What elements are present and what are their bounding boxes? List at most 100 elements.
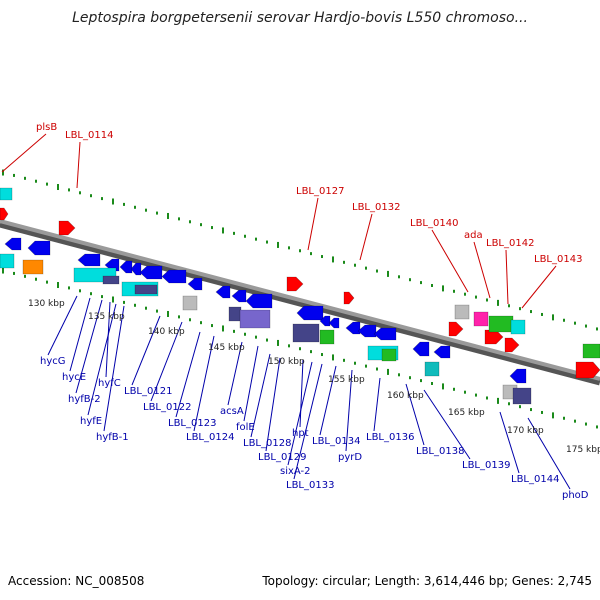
label-leader (75, 299, 103, 394)
gene-label-bottom: hyfB-1 (96, 432, 129, 443)
outer-ring-tick (552, 314, 554, 321)
gene-blue (296, 305, 324, 321)
inner-ring-tick (2, 267, 4, 274)
gene-blue (130, 262, 142, 276)
inner-ring-tick (365, 364, 367, 368)
label-leader (431, 229, 469, 293)
ruler-label: 155 kbp (328, 375, 365, 385)
gene-cyan (0, 187, 13, 201)
outer-ring-tick (332, 256, 334, 263)
outer-ring-tick (530, 310, 532, 314)
gene-cyan (0, 253, 15, 269)
outer-ring-tick (57, 184, 59, 191)
gene-blue (27, 240, 51, 256)
inner-ring-tick (101, 295, 103, 299)
outer-ring-tick (574, 321, 576, 325)
gene-blue (412, 341, 430, 357)
gene-label-bottom: acsA (220, 406, 244, 417)
gene-label-top: ada (464, 230, 483, 241)
gene-label-top: LBL_0143 (534, 254, 582, 265)
gene-purple (102, 275, 120, 285)
inner-ring-tick (442, 383, 444, 390)
gene-features (0, 187, 600, 405)
inner-ring-tick (134, 303, 136, 307)
gene-label-bottom: phoD (562, 490, 589, 501)
gene-red (286, 276, 304, 292)
gene-purple (228, 306, 242, 322)
gene-label-bottom: hyfC (98, 378, 121, 389)
label-leader (373, 377, 381, 432)
inner-ring-tick (288, 344, 290, 348)
outer-ring-tick (24, 176, 26, 180)
inner-ring-tick (35, 277, 37, 281)
inner-ring-tick (585, 422, 587, 426)
inner-ring-tick (145, 306, 147, 310)
label-leader (76, 141, 81, 189)
inner-ring-tick (376, 367, 378, 371)
outer-ring-tick (431, 283, 433, 287)
gene-blue (77, 253, 101, 267)
ruler-label: 145 kbp (208, 343, 245, 353)
label-leader (47, 295, 78, 356)
inner-ring-tick (255, 335, 257, 339)
outer-ring-tick (13, 173, 15, 177)
gene-blue (509, 368, 527, 384)
gene-red (575, 361, 600, 379)
label-leader (69, 297, 91, 372)
outer-ring-tick (541, 312, 543, 316)
ruler-label: 150 kbp (268, 357, 305, 367)
outer-ring-tick (486, 298, 488, 302)
outer-ring-tick (398, 275, 400, 279)
outer-ring-tick (46, 182, 48, 186)
label-leader (527, 417, 571, 490)
label-leader (193, 335, 215, 432)
outer-ring-tick (277, 241, 279, 248)
gene-green (319, 329, 335, 345)
label-leader (473, 241, 491, 299)
outer-ring-tick (321, 255, 323, 259)
inner-ring-tick (497, 397, 499, 404)
gene-label-bottom: hyfB-2 (68, 394, 101, 405)
outer-ring-tick (134, 205, 136, 209)
label-leader (175, 331, 201, 418)
inner-ring-tick (464, 390, 466, 394)
gene-purple (512, 387, 532, 405)
outer-tick-ring (2, 169, 598, 331)
inner-ring-tick (453, 387, 455, 391)
gene-red (58, 220, 76, 236)
label-leader (87, 303, 117, 416)
inner-ring-tick (233, 329, 235, 333)
gene-blue (161, 269, 187, 284)
inner-ring-tick (123, 300, 125, 304)
outer-ring-tick (244, 234, 246, 238)
outer-ring-tick (354, 263, 356, 267)
gene-label-bottom: LBL_0133 (286, 480, 334, 491)
gene-blue (119, 260, 133, 274)
topology-text: Topology: circular; Length: 3,614,446 bp… (262, 574, 592, 588)
gene-label-top: LBL_0127 (296, 186, 344, 197)
label-leader (150, 321, 183, 402)
label-leader (345, 369, 353, 452)
gene-label-top: LBL_0114 (65, 130, 113, 141)
gene-label-top: LBL_0140 (410, 218, 458, 229)
outer-ring-tick (365, 266, 367, 270)
inner-ring-tick (189, 318, 191, 322)
outer-ring-tick (90, 194, 92, 198)
ruler-label: 175 kbp (566, 445, 600, 455)
ruler-label: 140 kbp (148, 327, 185, 337)
inner-ring-tick (24, 274, 26, 278)
gene-label-bottom: hycG (40, 356, 66, 367)
inner-ring-tick (409, 376, 411, 380)
gene-purple (134, 284, 158, 295)
gene-label-bottom: hyfE (80, 416, 102, 427)
gene-blue (215, 285, 231, 299)
backbone-shadow (0, 220, 600, 386)
inner-ring-tick (112, 296, 114, 303)
inner-ring-tick (266, 338, 268, 342)
label-leader (293, 363, 323, 480)
inner-ring-tick (431, 381, 433, 385)
gene-blue (4, 237, 22, 251)
gene-blue (328, 317, 340, 329)
gene-label-top: LBL_0132 (352, 202, 400, 213)
inner-ring-tick (541, 410, 543, 414)
